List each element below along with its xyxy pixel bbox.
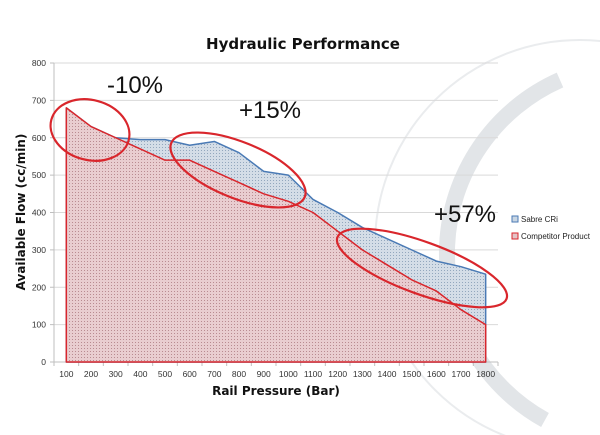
annotation-ellipse <box>49 98 131 162</box>
x-tick-label: 1800 <box>476 369 495 379</box>
annotation-labels: -10% +15% +57% <box>107 72 496 228</box>
x-tick-label: 300 <box>109 369 123 379</box>
x-tick-label: 800 <box>232 369 246 379</box>
x-tick-label: 100 <box>59 369 73 379</box>
legend-swatch <box>511 232 519 240</box>
x-tick-label: 1600 <box>427 369 446 379</box>
annotation-ellipse <box>169 131 307 209</box>
x-tick-label: 1500 <box>402 369 421 379</box>
x-tick-label: 1100 <box>304 369 323 379</box>
x-tick-label: 900 <box>257 369 271 379</box>
x-tick-label: 1300 <box>353 369 372 379</box>
x-axis-ticks: 100 200 300 400 500 600 700 800 900 1000 1100 1200 1… <box>53 362 499 379</box>
x-tick-label: 1700 <box>452 369 471 379</box>
annotation-ellipse <box>335 227 509 309</box>
y-axis-title: Available Flow (cc/min) <box>14 134 28 291</box>
annotation-label: -10% <box>107 72 163 99</box>
chart-title: Hydraulic Performance <box>206 35 400 53</box>
x-tick-label: 1200 <box>328 369 347 379</box>
y-axis-ticks: 0 100 200 300 400 500 600 700 800 <box>32 58 46 367</box>
y-tick-label: 600 <box>32 133 46 143</box>
x-tick-label: 1000 <box>279 369 298 379</box>
legend-label: Competitor Product <box>521 232 591 241</box>
y-tick-label: 100 <box>32 320 46 330</box>
x-tick-label: 400 <box>133 369 147 379</box>
x-tick-label: 1400 <box>378 369 397 379</box>
x-tick-label: 600 <box>183 369 197 379</box>
y-tick-label: 700 <box>32 95 46 105</box>
y-tick-label: 0 <box>41 357 46 367</box>
legend: Sabre CRi Competitor Product <box>511 215 591 241</box>
x-axis-title: Rail Pressure (Bar) <box>212 384 340 398</box>
y-tick-label: 800 <box>32 58 46 68</box>
y-tick-label: 400 <box>32 208 46 218</box>
legend-swatch <box>511 215 519 223</box>
series-areas <box>65 107 487 363</box>
x-tick-label: 700 <box>207 369 221 379</box>
y-tick-label: 300 <box>32 245 46 255</box>
x-tick-label: 200 <box>84 369 98 379</box>
y-tick-label: 200 <box>32 282 46 292</box>
x-tick-label: 500 <box>158 369 172 379</box>
annotation-ellipses <box>49 98 509 309</box>
area-competitor-product <box>65 107 487 363</box>
annotation-label: +15% <box>239 97 301 124</box>
annotation-label: +57% <box>434 201 496 228</box>
y-tick-label: 500 <box>32 170 46 180</box>
legend-label: Sabre CRi <box>521 215 558 224</box>
